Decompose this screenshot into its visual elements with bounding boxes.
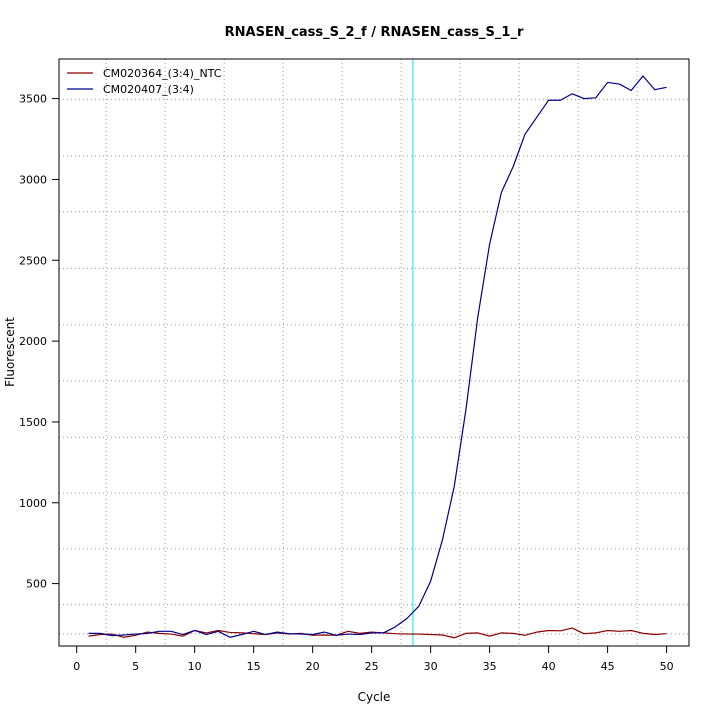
y-tick-label: 3500 [19,93,47,106]
grid [59,59,689,646]
x-tick-label: 30 [424,660,438,673]
x-tick-label: 0 [73,660,80,673]
legend-label: CM020407_(3:4) [103,83,194,96]
x-tick-label: 45 [601,660,615,673]
x-tick-label: 50 [660,660,674,673]
legend-label: CM020364_(3:4)_NTC [103,67,222,80]
y-tick-label: 3000 [19,173,47,186]
y-tick-label: 2500 [19,254,47,267]
x-tick-label: 20 [306,660,320,673]
y-tick-label: 2000 [19,335,47,348]
x-tick-label: 25 [365,660,379,673]
chart-title: RNASEN_cass_S_2_f / RNASEN_cass_S_1_r [225,25,524,40]
x-tick-label: 10 [188,660,202,673]
legend: CM020364_(3:4)_NTC CM020407_(3:4) [67,67,222,96]
x-tick-label: 40 [542,660,556,673]
series-group [88,75,667,639]
y-tick-label: 1000 [19,497,47,510]
x-tick-label: 5 [132,660,139,673]
series-line-2 [88,75,667,638]
x-tick-label: 15 [247,660,261,673]
y-tick-label: 1500 [19,416,47,429]
plot-frame [58,58,690,647]
y-axis-label: Fluorescent [3,317,17,387]
x-axis-label: Cycle [358,690,391,704]
y-tick-label: 500 [26,578,47,591]
x-tick-label: 35 [483,660,497,673]
x-axis: 0 5 10 15 20 25 30 35 40 45 50 [73,645,674,673]
y-axis: 500 1000 1500 2000 2500 3000 3500 [19,93,60,591]
